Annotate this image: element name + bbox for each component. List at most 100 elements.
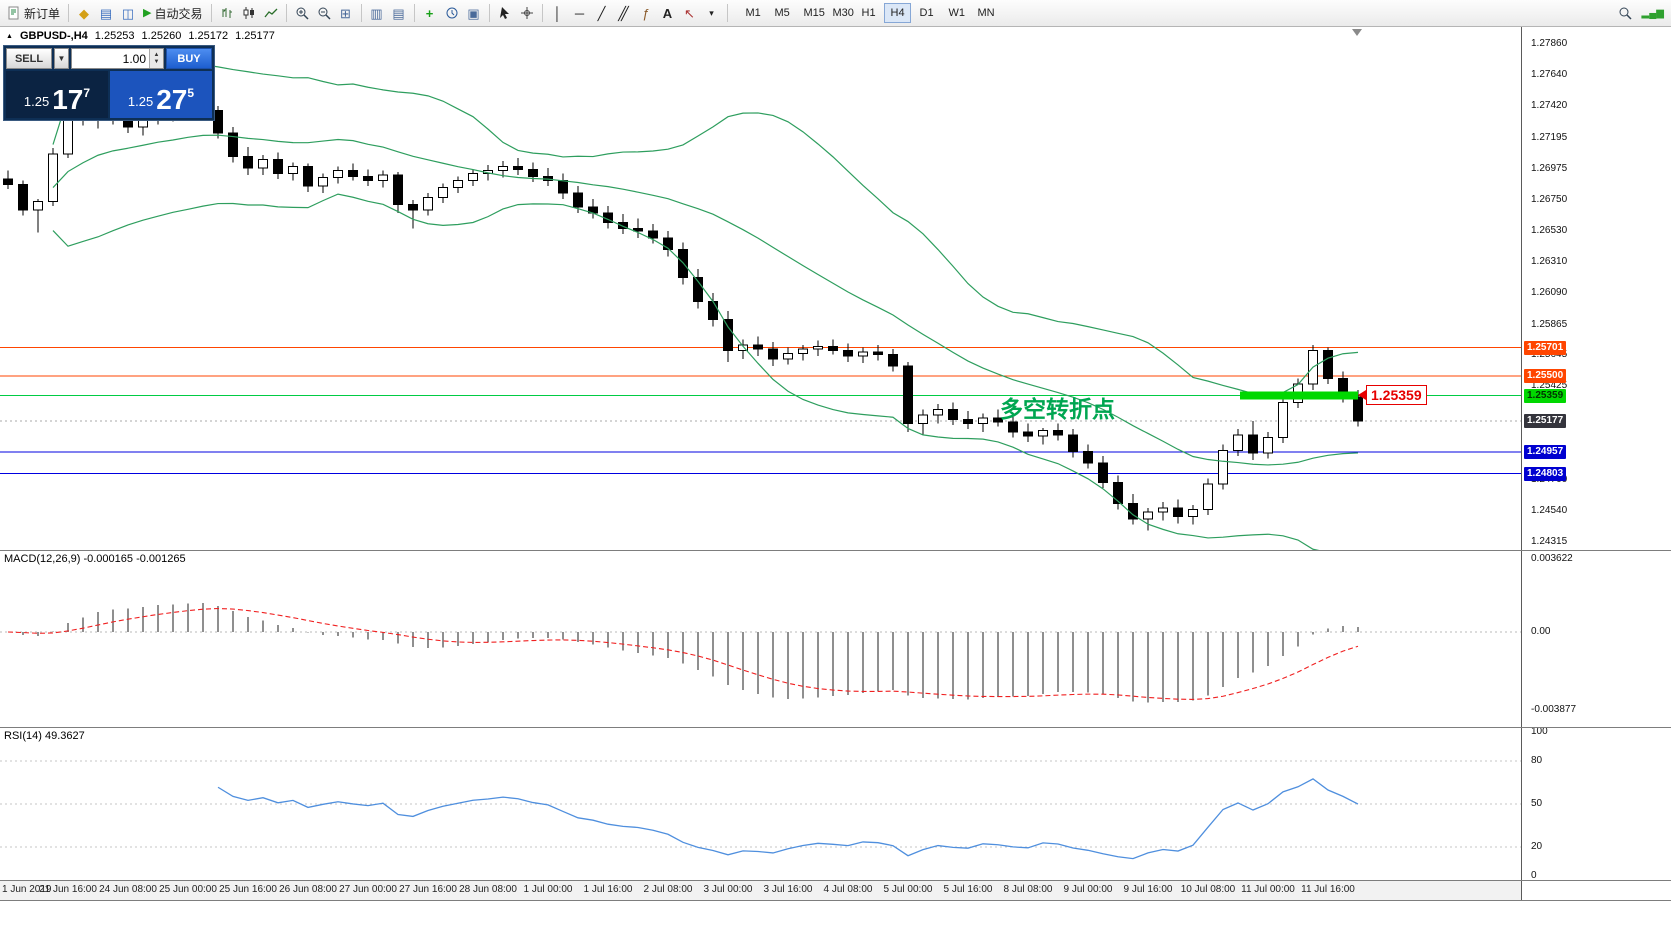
horizontal-line-icon: ─ <box>574 5 585 21</box>
tile-windows-button[interactable]: ▥ <box>366 2 388 24</box>
toolbar: 新订单 ◆ ▤ ◫ ▶ 自动交易 ⊞ ▥ ▤ + ▣ │ ─ ╱ ╱╱ ƒ A <box>0 0 1671 27</box>
fibonacci-button[interactable]: ƒ <box>635 2 657 24</box>
auto-arrange-button[interactable]: ⊞ <box>335 2 357 24</box>
pane-divider[interactable] <box>0 550 1671 551</box>
symbol-arrow-icon: ▲ <box>6 32 13 40</box>
connection-status-icon: ▂▄▆ <box>1641 7 1664 19</box>
price-tag: 1.25359 <box>1524 388 1567 403</box>
sell-button[interactable]: SELL <box>6 48 52 69</box>
chart-annotation-text[interactable]: 多空转折点 <box>1000 397 1115 422</box>
time-axis[interactable]: 1 Jun 2019 21 Jun 16:00 24 Jun 08:00 25 Jun… <box>0 881 1521 900</box>
low-value: 1.25172 <box>188 30 229 42</box>
new-order-button[interactable]: 新订单 <box>3 2 64 24</box>
chevron-down-icon: ▾ <box>709 7 714 18</box>
toolbar-separator <box>541 4 543 22</box>
line-chart-button[interactable] <box>260 2 282 24</box>
new-order-label: 新订单 <box>24 6 61 21</box>
search-button[interactable] <box>1614 2 1636 24</box>
vertical-line-button[interactable]: │ <box>547 2 569 24</box>
axis-tick: 1.25425 <box>1531 380 1568 392</box>
templates-button[interactable]: ▣ <box>463 2 485 24</box>
timeframe-d1-button[interactable]: D1 <box>913 3 940 23</box>
cursor-button[interactable] <box>494 2 516 24</box>
toolbar-separator <box>488 4 490 22</box>
zoom-out-button[interactable] <box>313 2 335 24</box>
trade-options-dropdown[interactable]: ▼ <box>54 48 69 69</box>
indicators-button[interactable]: + <box>419 2 441 24</box>
sell-price-box[interactable]: 1.25 17 7 <box>6 71 108 118</box>
templates-icon: ▣ <box>467 5 480 21</box>
axis-tick: 0 <box>1531 870 1537 881</box>
timeframe-m15-button[interactable]: M15 <box>797 3 825 23</box>
time-label: 21 Jun 16:00 <box>39 884 97 895</box>
trendline-icon: ╱ <box>597 5 606 21</box>
cascade-windows-button[interactable]: ▤ <box>388 2 410 24</box>
axis-tick: 1.26750 <box>1531 194 1568 206</box>
crosshair-button[interactable] <box>516 2 538 24</box>
search-icon <box>1618 6 1632 20</box>
time-label: 1 Jun 2019 <box>2 884 52 895</box>
cursor-icon <box>498 6 512 20</box>
toolbar-right-group: ▂▄▆ <box>1614 2 1668 24</box>
candlestick-chart-button[interactable] <box>238 2 260 24</box>
timeframe-mn-button[interactable]: MN <box>971 3 998 23</box>
data-window-icon: ◫ <box>121 5 135 21</box>
channel-button[interactable]: ╱╱ <box>613 2 635 24</box>
main-chart[interactable] <box>0 26 1521 550</box>
axis-tick: 1.24315 <box>1531 536 1568 548</box>
text-button[interactable]: A <box>657 2 679 24</box>
time-label: 5 Jul 00:00 <box>883 884 933 895</box>
trade-panel-prices: 1.25 17 7 1.25 27 5 <box>6 71 212 118</box>
timeframe-h4-button[interactable]: H4 <box>883 3 911 23</box>
trade-panel-controls: SELL ▼ ▲▼ BUY <box>6 48 212 69</box>
timeframe-m5-button[interactable]: M5 <box>768 3 795 23</box>
axis-tick: 1.27420 <box>1531 100 1568 112</box>
play-icon: ▶ <box>143 6 152 19</box>
pane-divider[interactable] <box>0 727 1671 728</box>
price-axis[interactable]: 1.27860 1.27640 1.27420 1.27195 1.26975 1.267… <box>1521 26 1671 900</box>
auto-trading-button[interactable]: ▶ 自动交易 <box>139 2 206 24</box>
toolbar-separator <box>68 4 70 22</box>
axis-tick: 1.27195 <box>1531 131 1568 143</box>
arrows-button[interactable]: ↖ <box>679 2 701 24</box>
horizontal-line-button[interactable]: ─ <box>569 2 591 24</box>
time-label: 8 Jul 08:00 <box>1003 884 1053 895</box>
buy-price-box[interactable]: 1.25 27 5 <box>110 71 212 118</box>
time-label: 28 Jun 08:00 <box>459 884 517 895</box>
time-label: 3 Jul 16:00 <box>763 884 813 895</box>
zoom-in-button[interactable] <box>291 2 313 24</box>
volume-stepper[interactable]: ▲ ▼ <box>149 49 163 68</box>
bar-chart-button[interactable] <box>216 2 238 24</box>
data-window-button[interactable]: ◫ <box>117 2 139 24</box>
timeframe-m30-button[interactable]: M30 <box>826 3 854 23</box>
new-chart-button[interactable]: ◆ <box>73 2 95 24</box>
axis-tick: 1.26975 <box>1531 162 1568 174</box>
time-label: 4 Jul 08:00 <box>823 884 873 895</box>
time-axis-border <box>0 900 1671 901</box>
price-flag-label[interactable]: 1.25359 <box>1358 384 1427 405</box>
time-label: 27 Jun 00:00 <box>339 884 397 895</box>
toolbar-separator <box>413 4 415 22</box>
crosshair-icon <box>520 6 534 20</box>
rsi-pane[interactable] <box>0 728 1521 880</box>
profiles-button[interactable]: ▤ <box>95 2 117 24</box>
zoom-in-icon <box>295 6 309 20</box>
time-label: 10 Jul 08:00 <box>1180 884 1236 895</box>
macd-header: MACD(12,26,9) -0.000165 -0.001265 <box>4 553 186 565</box>
axis-tick: 50 <box>1531 798 1543 809</box>
toolbar-separator <box>360 4 362 22</box>
trendline-button[interactable]: ╱ <box>591 2 613 24</box>
timeframe-m1-button[interactable]: M1 <box>739 3 766 23</box>
buy-button[interactable]: BUY <box>166 48 212 69</box>
time-axis-border <box>0 880 1671 881</box>
shapes-dropdown-button[interactable]: ▾ <box>701 2 723 24</box>
volume-input[interactable] <box>72 49 149 68</box>
indicators-add-icon: + <box>425 5 434 21</box>
sell-price-main: 1.25 <box>23 94 50 109</box>
timeframe-w1-button[interactable]: W1 <box>942 3 969 23</box>
macd-pane[interactable] <box>0 551 1521 727</box>
periods-button[interactable] <box>441 2 463 24</box>
price-tag: 1.25500 <box>1524 368 1567 383</box>
timeframe-h1-button[interactable]: H1 <box>855 3 882 23</box>
volume-field: ▲▼ <box>71 48 164 69</box>
